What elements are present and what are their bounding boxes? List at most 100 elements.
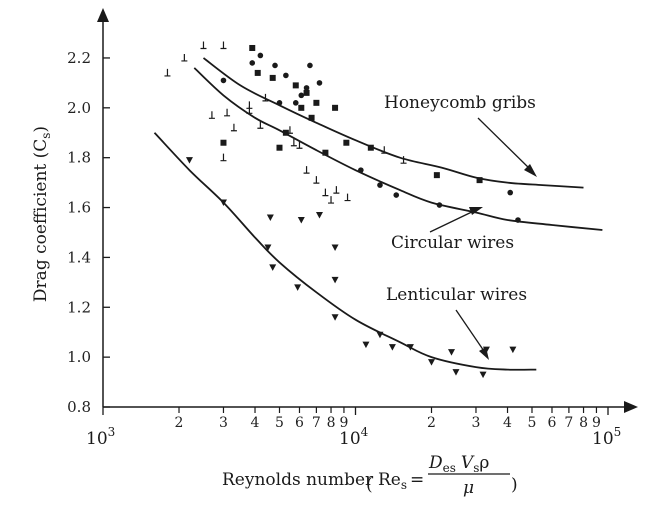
honeycomb-gribs-point bbox=[433, 172, 440, 179]
annotation-circular-arrowhead bbox=[469, 207, 483, 215]
x-tick-label: 3 bbox=[219, 415, 228, 431]
circular-wires-curve bbox=[193, 67, 603, 231]
perp-marker-point bbox=[262, 93, 269, 102]
lenticular-wires-point bbox=[331, 314, 339, 321]
honeycomb-gribs-point bbox=[269, 74, 276, 81]
lenticular-wires-point bbox=[269, 264, 277, 271]
circular-wires-point bbox=[257, 52, 264, 59]
lenticular-wires-point bbox=[266, 214, 274, 222]
svg-text:Res=: Res = bbox=[378, 470, 424, 492]
perp-marker-point bbox=[220, 153, 227, 162]
lenticular-wires-point bbox=[264, 244, 272, 251]
annotation-honeycomb-leader bbox=[477, 117, 534, 173]
perp-marker-point bbox=[400, 156, 407, 164]
annotation-lenticular-arrowhead bbox=[479, 347, 489, 360]
lenticular-wires-point bbox=[479, 371, 487, 379]
y-tick-label: 2.0 bbox=[67, 99, 91, 117]
honeycomb-gribs-point bbox=[476, 177, 483, 184]
svg-text:): ) bbox=[511, 475, 518, 495]
circular-wires-point bbox=[358, 167, 364, 173]
x-tick-label: 2 bbox=[427, 415, 436, 431]
lenticular-wires-point bbox=[294, 284, 302, 291]
lenticular-wires-point bbox=[376, 331, 384, 339]
honeycomb-gribs-point bbox=[254, 69, 261, 76]
x-tick-label: 7 bbox=[564, 415, 573, 431]
circular-wires-point bbox=[507, 189, 514, 196]
annotation-circular-leader bbox=[429, 208, 479, 233]
data-points bbox=[164, 41, 521, 379]
honeycomb-gribs-point bbox=[313, 99, 320, 106]
y-tick-label: 1.0 bbox=[67, 348, 91, 366]
circular-wires-point bbox=[316, 80, 323, 86]
circular-wires-point bbox=[303, 85, 310, 91]
x-tick-label: 4 bbox=[503, 415, 512, 431]
circular-wires-point bbox=[276, 100, 283, 106]
x-tick-label: 2 bbox=[175, 415, 184, 431]
x-tick-label: 5 bbox=[275, 415, 284, 431]
honeycomb-gribs-point bbox=[282, 129, 289, 136]
y-tick-label: 1.4 bbox=[67, 248, 91, 266]
x-axis-label: Reynolds number ( Res = Des Vsρ μ ) bbox=[222, 453, 518, 498]
lenticular-wires-point bbox=[331, 276, 339, 284]
svg-text:Reynolds number: Reynolds number bbox=[222, 470, 374, 490]
y-tick-label: 1.2 bbox=[67, 298, 91, 316]
honeycomb-gribs-point bbox=[322, 149, 329, 156]
honeycomb-gribs-point bbox=[249, 44, 256, 51]
lenticular-wires-point bbox=[428, 359, 436, 366]
honeycomb-gribs-point bbox=[367, 144, 374, 151]
perp-marker-point bbox=[322, 188, 329, 197]
perp-marker-point bbox=[164, 68, 171, 77]
annotation-honeycomb-gribs: Honeycomb gribs bbox=[384, 93, 536, 113]
x-tick-label: 8 bbox=[579, 415, 588, 431]
honeycomb-gribs-point bbox=[303, 89, 310, 96]
circular-wires-point bbox=[220, 77, 227, 84]
circular-wires-point bbox=[292, 100, 299, 106]
svg-text:μ: μ bbox=[463, 478, 474, 498]
perp-marker-point bbox=[296, 141, 303, 149]
x-axis-arrowhead bbox=[624, 401, 638, 413]
x-tick-label: 5 bbox=[528, 415, 537, 431]
honeycomb-gribs-point bbox=[308, 114, 315, 121]
circular-wires-point bbox=[393, 192, 400, 198]
y-tick-label: 0.8 bbox=[67, 398, 91, 416]
y-axis-label: Drag coefficient (Cs) bbox=[31, 126, 53, 302]
honeycomb-gribs-curve bbox=[202, 57, 584, 189]
lenticular-wires-point bbox=[331, 244, 339, 251]
x-decade-label-1e3: 103 bbox=[86, 425, 115, 449]
perp-marker-point bbox=[344, 193, 351, 202]
perp-marker-point bbox=[381, 146, 388, 154]
x-tick-label: 4 bbox=[251, 415, 260, 431]
perp-marker-point bbox=[208, 111, 215, 119]
perp-marker-point bbox=[313, 176, 320, 184]
lenticular-wires-point bbox=[219, 199, 227, 207]
perp-marker-point bbox=[230, 123, 237, 132]
honeycomb-gribs-point bbox=[298, 104, 305, 111]
perp-marker-point bbox=[328, 196, 335, 204]
lenticular-wires-point bbox=[315, 212, 323, 219]
lenticular-wires-point bbox=[185, 157, 193, 164]
perp-marker-point bbox=[246, 101, 253, 109]
perp-marker-point bbox=[286, 126, 293, 134]
perp-marker-point bbox=[220, 41, 227, 50]
circular-wires-point bbox=[283, 72, 289, 79]
x-tick-label: 6 bbox=[548, 415, 557, 431]
lenticular-wires-point bbox=[388, 344, 396, 351]
honeycomb-gribs-point bbox=[343, 139, 350, 146]
circular-wires-point bbox=[307, 62, 313, 69]
lenticular-wires-point bbox=[452, 369, 460, 376]
circular-wires-point bbox=[249, 60, 256, 66]
honeycomb-gribs-point bbox=[292, 82, 299, 89]
x-tick-label: 9 bbox=[592, 415, 601, 431]
perp-marker-point bbox=[257, 121, 264, 129]
circular-wires-point bbox=[515, 217, 521, 223]
perp-marker-point bbox=[181, 53, 188, 62]
y-ticks: 0.8 1.0 1.2 1.4 1.6 1.8 2.0 2.2 bbox=[67, 49, 110, 416]
lenticular-wires-point bbox=[362, 341, 370, 349]
y-tick-label: 2.2 bbox=[67, 49, 91, 67]
x-tick-label: 8 bbox=[327, 415, 336, 431]
x-tick-label: 9 bbox=[339, 415, 348, 431]
x-tick-label: 7 bbox=[312, 415, 321, 431]
lenticular-wires-point bbox=[509, 346, 517, 354]
